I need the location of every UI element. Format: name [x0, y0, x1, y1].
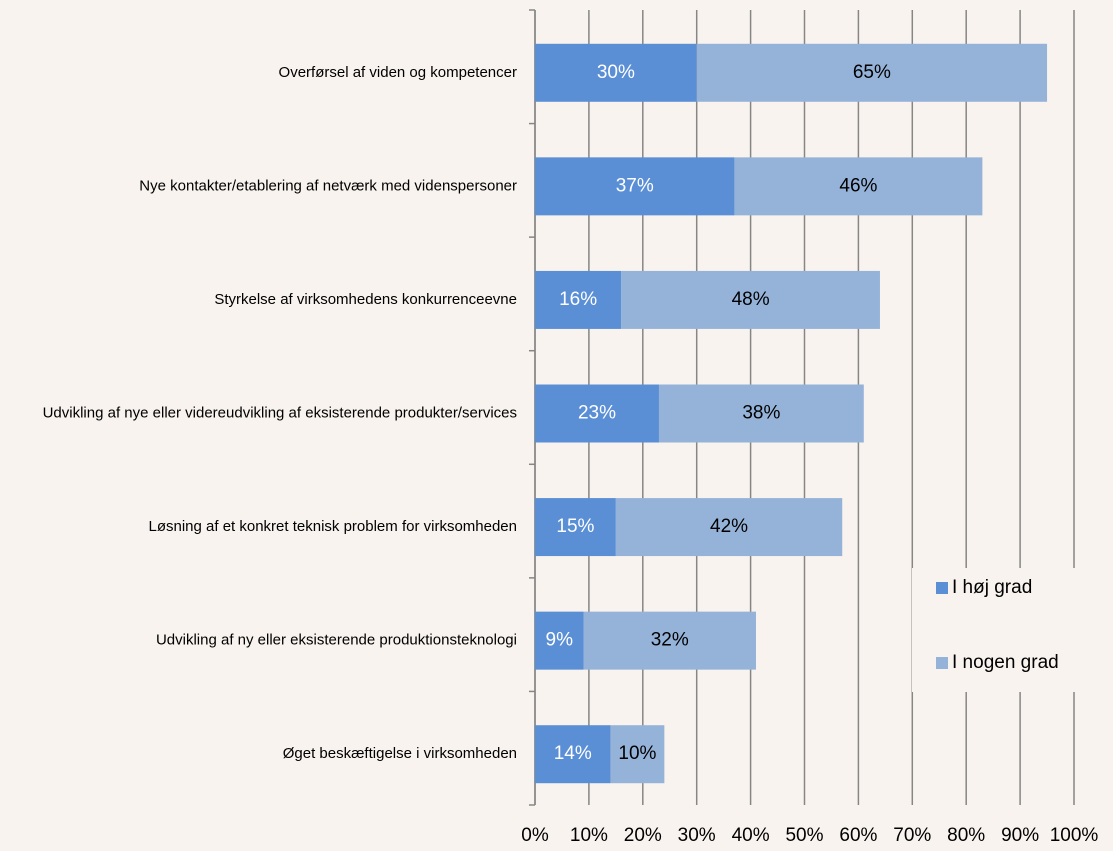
value-label: 9%: [546, 630, 574, 651]
bar-segment: [535, 384, 659, 443]
x-tick-label: 60%: [839, 825, 877, 846]
x-tick-label: 20%: [624, 825, 662, 846]
x-tick-label: 90%: [1001, 825, 1039, 846]
x-tick-label: 40%: [732, 825, 770, 846]
x-tick-label: 10%: [570, 825, 608, 846]
value-label: 30%: [597, 62, 635, 83]
value-label: 37%: [616, 175, 654, 196]
value-label: 48%: [732, 289, 770, 310]
x-tick-label: 70%: [893, 825, 931, 846]
value-label: 16%: [559, 289, 597, 310]
value-label: 42%: [710, 516, 748, 537]
x-tick-label: 80%: [947, 825, 985, 846]
value-label: 23%: [578, 403, 616, 424]
value-label: 15%: [556, 516, 594, 537]
legend-swatch: [936, 657, 948, 669]
value-label: 32%: [651, 630, 689, 651]
bar-segment: [535, 270, 622, 329]
category-label: Styrkelse af virksomhedens konkurrenceev…: [214, 291, 517, 308]
bar-segment: [535, 43, 697, 102]
bar-segment: [615, 498, 843, 557]
bar-segment: [583, 611, 756, 670]
category-label: Nye kontakter/etablering af netværk med …: [139, 177, 517, 194]
category-label: Udvikling af ny eller eksisterende produ…: [156, 632, 517, 649]
value-label: 38%: [742, 403, 780, 424]
value-label: 14%: [554, 743, 592, 764]
category-label: Overførsel af viden og kompetencer: [279, 64, 517, 81]
x-tick-label: 0%: [521, 825, 549, 846]
value-label: 46%: [839, 175, 877, 196]
bar-segment: [621, 270, 880, 329]
bar-segment: [535, 725, 611, 784]
category-label: Udvikling af nye eller videreudvikling a…: [43, 404, 517, 421]
x-tick-label: 100%: [1050, 825, 1099, 846]
legend-label: I nogen grad: [952, 652, 1059, 673]
x-tick-label: 30%: [678, 825, 716, 846]
bar-segment: [535, 611, 584, 670]
category-label: Øget beskæftigelse i virksomheden: [283, 745, 517, 762]
bar-segment: [610, 725, 665, 784]
category-label: Løsning af et konkret teknisk problem fo…: [148, 518, 517, 535]
bar-segment: [535, 498, 616, 557]
bar-segment: [535, 157, 735, 216]
bar-segment: [658, 384, 864, 443]
legend-label: I høj grad: [952, 577, 1032, 598]
value-label: 65%: [853, 62, 891, 83]
value-label: 10%: [618, 743, 656, 764]
bar-segment: [696, 43, 1048, 102]
bar-segment: [734, 157, 983, 216]
legend-swatch: [936, 582, 948, 594]
x-tick-label: 50%: [785, 825, 823, 846]
